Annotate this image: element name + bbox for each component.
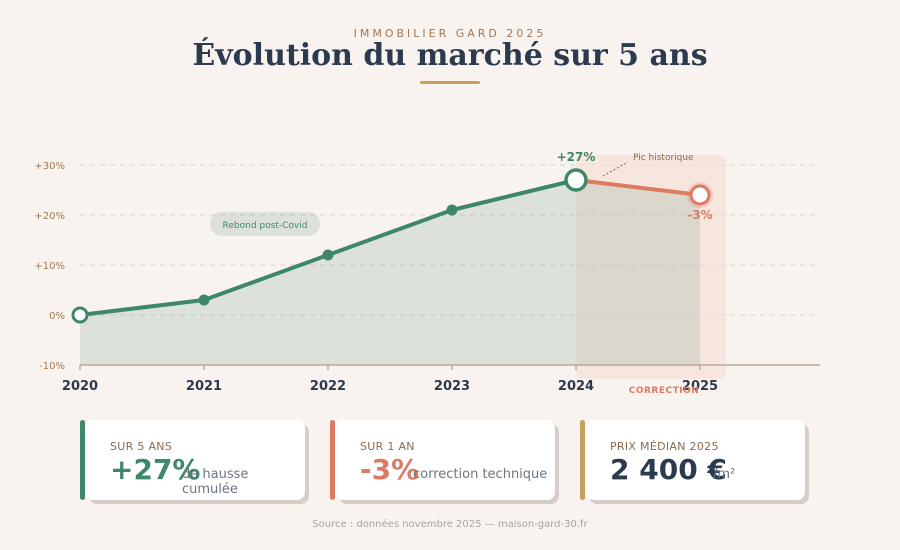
- correction-zone: [576, 155, 726, 379]
- y-tick-label: +30%: [34, 161, 65, 172]
- title-underline: [420, 81, 480, 84]
- x-tick-label: 2023: [434, 379, 470, 394]
- x-tick-label: 2020: [62, 379, 98, 394]
- card-value: 2 400 €: [610, 453, 727, 486]
- data-point: [71, 306, 89, 324]
- rebound-note-label: Rebond post-Covid: [223, 221, 308, 231]
- rebound-note-pill: [210, 212, 320, 236]
- card-accent-bar: [80, 420, 85, 500]
- data-point: [446, 204, 458, 216]
- stat-card-5-years: SUR 5 ANS +27% de hausse cumulée: [80, 420, 305, 500]
- card-value: +27%: [110, 453, 201, 486]
- data-point-peak: [564, 168, 588, 192]
- card-subtext: /m²: [713, 467, 736, 482]
- data-point: [198, 294, 210, 306]
- x-tick-label: 2025: [682, 379, 718, 394]
- y-tick-label: -10%: [39, 361, 65, 372]
- peak-note-leader: [602, 161, 629, 177]
- x-tick-label: 2024: [558, 379, 594, 394]
- card-label: SUR 1 AN: [360, 440, 415, 453]
- stat-card-median-price: PRIX MÉDIAN 2025 2 400 € /m²: [580, 420, 805, 500]
- x-tick-label: 2022: [310, 379, 346, 394]
- peak-note-label: Pic historique: [633, 153, 694, 163]
- y-tick-label: 0%: [49, 311, 65, 322]
- card-accent-bar: [580, 420, 585, 500]
- y-tick-label: +10%: [34, 261, 65, 272]
- data-point: [322, 249, 334, 261]
- card-label: SUR 5 ANS: [110, 440, 173, 453]
- stat-card-1-year: SUR 1 AN -3% correction technique: [330, 420, 555, 500]
- page-title: Évolution du marché sur 5 ans: [192, 38, 708, 73]
- peak-data-label: +27%: [557, 150, 596, 164]
- x-tick-label: 2021: [186, 379, 222, 394]
- series-line-fall: [574, 178, 702, 197]
- card-label: PRIX MÉDIAN 2025: [610, 440, 719, 453]
- last-data-label: -3%: [687, 208, 712, 222]
- card-accent-bar: [330, 420, 335, 500]
- correction-zone-label: CORRECTION: [629, 386, 700, 396]
- source-note: Source : données novembre 2025 — maison-…: [312, 519, 588, 530]
- card-subtext: correction technique: [413, 467, 548, 482]
- y-tick-label: +20%: [34, 211, 65, 222]
- card-subtext: de hausse cumulée: [182, 467, 249, 497]
- card-value: -3%: [360, 453, 420, 486]
- data-point-last: [689, 184, 711, 206]
- eyebrow-label: IMMOBILIER GARD 2025: [353, 27, 547, 40]
- market-line-chart: -10% 0% +10% +20% +30% 2020 2021 2022 2023 2024 20…: [34, 150, 820, 396]
- area-fill: [80, 180, 700, 365]
